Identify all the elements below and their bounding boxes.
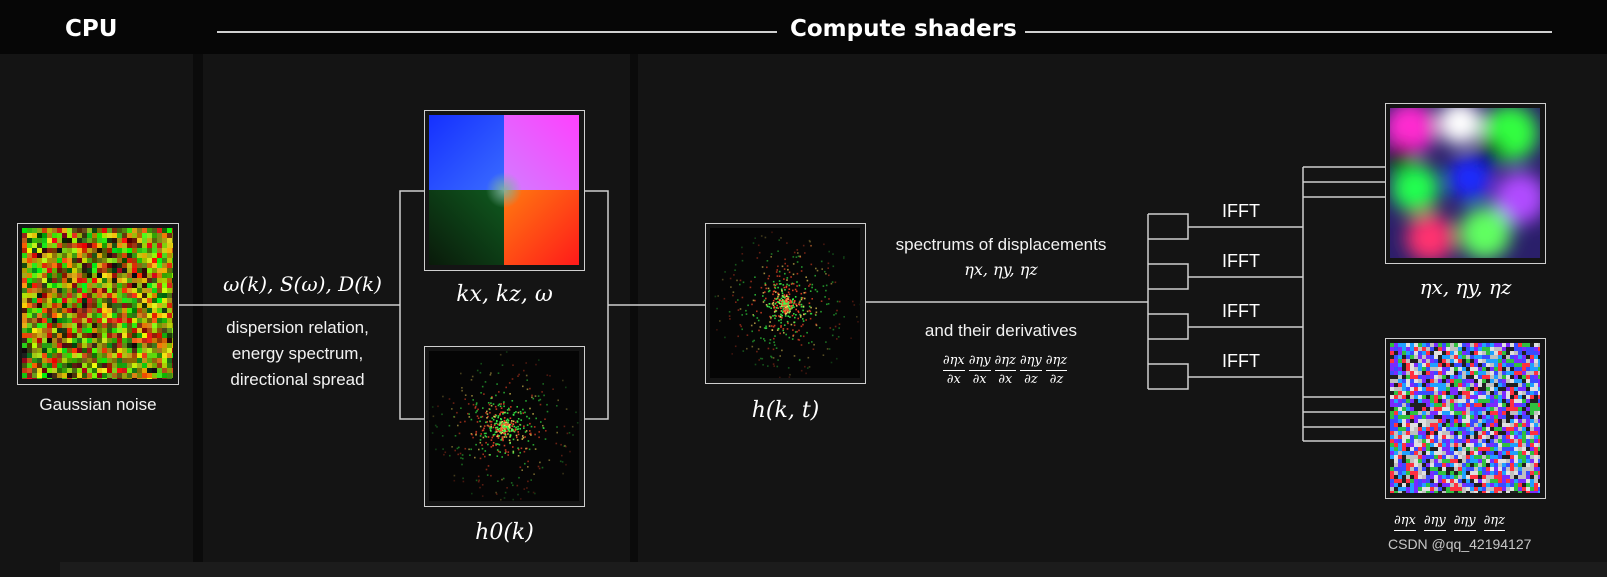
spectrum-functions-label: ω(k), S(ω), D(k) (223, 272, 382, 296)
wave-vectors-texture (429, 115, 579, 265)
ifft-label-2: IFFT (1222, 251, 1260, 271)
desc-line-3: directional spread (230, 370, 365, 389)
derivative-fractions: ∂ηx ∂x ∂ηy ∂x ∂ηz ∂x ∂ηy ∂z ∂ηz ∂z (905, 352, 1105, 398)
initial-spectrum-label: h0(k) (475, 520, 534, 545)
noise-texture (22, 228, 173, 379)
fraction-3-num: ∂ηz (994, 352, 1016, 371)
gaussian-noise-image (17, 223, 179, 385)
spectrums-math: ηx, ηy, ηz (964, 260, 1038, 279)
fraction-5-num: ∂ηz (1045, 352, 1068, 371)
header-bar (0, 0, 1607, 54)
bottom-strip (60, 562, 1607, 577)
gaussian-noise-caption: Gaussian noise (39, 395, 157, 414)
ifft-label-4: IFFT (1222, 351, 1260, 371)
fraction-2-num: ∂ηy (968, 352, 991, 371)
time-spectrum-texture (710, 228, 860, 378)
out-fraction-4: ∂ηz (1483, 512, 1505, 531)
desc-line-1: dispersion relation, (226, 318, 369, 337)
derivatives-texture (1390, 343, 1540, 493)
cpu-heading: CPU (65, 16, 118, 42)
fraction-1-den: ∂x (946, 372, 961, 387)
out-fraction-3: ∂ηy (1453, 512, 1476, 531)
fraction-2-den: ∂x (972, 372, 987, 387)
fraction-4-den: ∂z (1024, 372, 1038, 387)
ifft-label-1: IFFT (1222, 201, 1260, 221)
wave-vectors-label: kx, kz, ω (456, 282, 553, 307)
derivatives-map-image (1385, 338, 1546, 499)
time-spectrum-label: h(k, t) (751, 398, 820, 423)
fraction-4-num: ∂ηy (1019, 352, 1042, 371)
watermark-text: CSDN @qq_42194127 (1388, 536, 1532, 552)
header-rule-left (217, 31, 777, 33)
fraction-3: ∂ηz ∂x (994, 352, 1016, 398)
derivatives-output-label: ∂ηx ∂ηy ∂ηy ∂ηz (1394, 512, 1544, 531)
fraction-1: ∂ηx ∂x (942, 352, 965, 398)
fraction-1-num: ∂ηx (942, 352, 965, 371)
fraction-5-den: ∂z (1049, 372, 1064, 387)
fraction-3-den: ∂x (998, 372, 1013, 387)
time-spectrum-image (705, 223, 866, 384)
initial-spectrum-texture (429, 351, 579, 501)
wave-vectors-image (424, 110, 585, 271)
displacement-map-image (1385, 103, 1546, 264)
fraction-5: ∂ηz ∂z (1045, 352, 1068, 398)
out-fraction-1: ∂ηx (1394, 512, 1416, 531)
fraction-2: ∂ηy ∂x (968, 352, 991, 398)
spectrums-heading: spectrums of displacements (895, 235, 1107, 254)
initial-spectrum-image (424, 346, 585, 507)
derivatives-heading: and their derivatives (924, 321, 1078, 340)
header-rule-right (1025, 31, 1552, 33)
desc-line-2: energy spectrum, (231, 344, 364, 363)
out-fraction-2: ∂ηy (1423, 512, 1446, 531)
fraction-4: ∂ηy ∂z (1019, 352, 1042, 398)
displacement-texture (1390, 108, 1540, 258)
displacement-label: ηx, ηy, ηz (1419, 275, 1512, 299)
parameters-description: dispersion relation, energy spectrum, di… (205, 315, 390, 393)
compute-shaders-heading: Compute shaders (790, 16, 1017, 42)
ifft-label-3: IFFT (1222, 301, 1260, 321)
